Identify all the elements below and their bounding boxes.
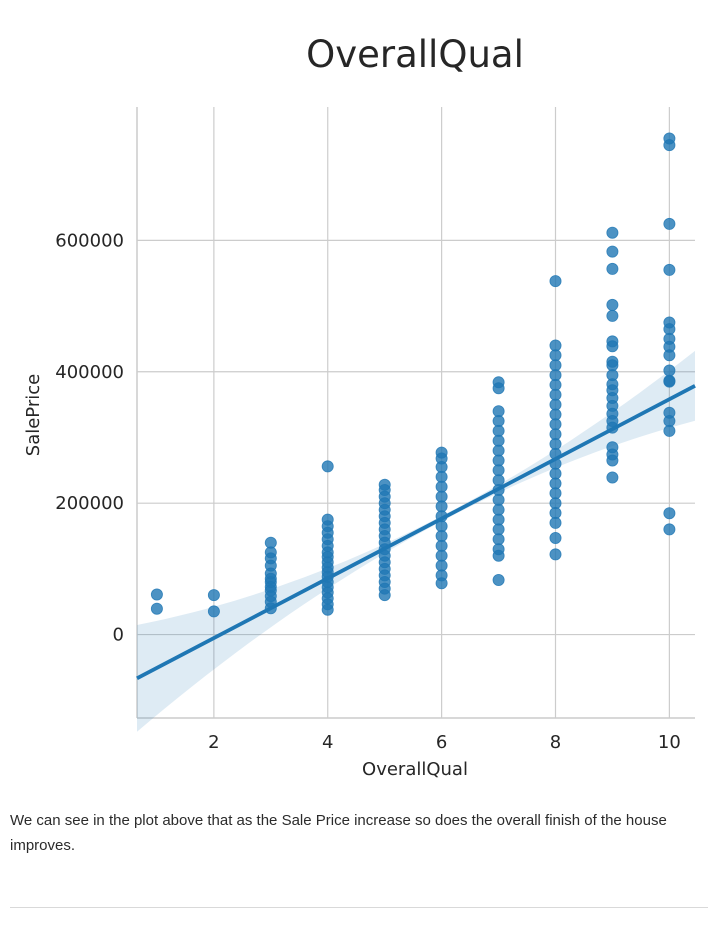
data-point [606,340,619,353]
section-divider [10,907,708,908]
data-point [606,226,619,239]
data-point [378,589,391,602]
data-point [663,139,676,152]
x-tick-label: 10 [658,732,681,753]
tick-labels: 2 4 6 8 10 0 200000 400000 600000 [55,230,681,753]
data-point [663,507,676,520]
data-point [606,471,619,484]
x-tick-label: 8 [550,732,561,753]
data-point [663,217,676,230]
description-paragraph: We can see in the plot above that as the… [10,812,667,854]
regression-line-group [136,384,696,681]
data-point [207,589,220,602]
data-point [663,263,676,276]
data-point [150,588,163,601]
regression-line [136,384,696,681]
data-point [492,574,505,587]
data-point [492,549,505,562]
data-point [549,548,562,561]
data-point [321,460,334,473]
data-point [606,298,619,311]
data-point [321,603,334,616]
data-point [606,245,619,258]
data-point [606,454,619,467]
chart-title: OverallQual [306,33,524,76]
data-point [606,309,619,322]
x-axis-label: OverallQual [362,759,468,780]
y-tick-label: 600000 [55,230,124,251]
data-point [435,577,448,590]
y-tick-label: 0 [113,625,124,646]
x-tick-label: 4 [322,732,333,753]
chart-container: OverallQual 2 4 6 8 10 0 200000 400000 600000 Ov… [23,33,696,780]
axes [136,107,695,719]
data-point [549,275,562,288]
y-axis-label: SalePrice [23,374,44,456]
y-tick-label: 400000 [55,362,124,383]
data-point [606,262,619,275]
x-tick-label: 2 [208,732,219,753]
scatter-points [150,132,676,618]
data-point [663,349,676,362]
x-tick-label: 6 [436,732,447,753]
data-point [207,605,220,618]
data-point [549,516,562,529]
data-point [549,532,562,545]
data-point [663,375,676,388]
data-point [663,424,676,437]
data-point [663,523,676,536]
scatter-regression-chart: OverallQual 2 4 6 8 10 0 200000 400000 600000 Ov… [23,33,696,780]
data-point [150,602,163,615]
data-point [492,382,505,395]
data-point [663,364,676,377]
y-tick-label: 200000 [55,493,124,514]
